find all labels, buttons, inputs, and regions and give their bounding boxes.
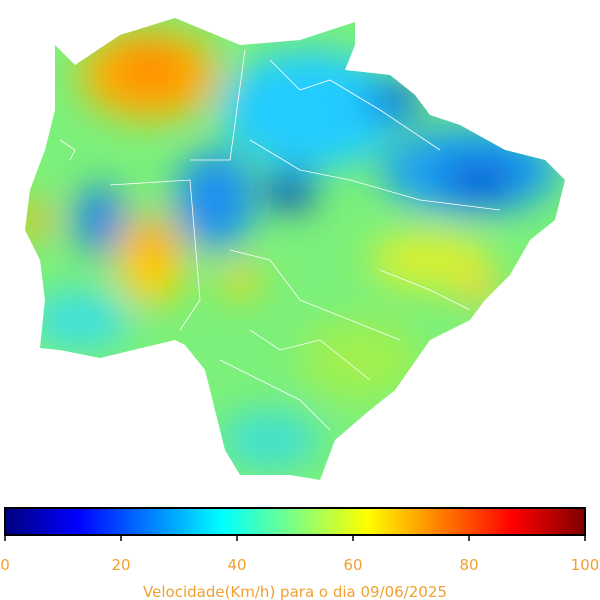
tick-label: 80: [459, 556, 478, 574]
tick-label: 100: [571, 556, 600, 574]
boundaries: [59, 49, 501, 431]
tick-label: 0: [0, 556, 10, 574]
tick-label: 60: [343, 556, 362, 574]
colorbar: [4, 507, 586, 536]
tick-label: 40: [227, 556, 246, 574]
wind-map: [25, 18, 565, 480]
colorbar-label: Velocidade(Km/h) para o dia 09/06/2025: [143, 583, 447, 600]
tick-label: 20: [111, 556, 130, 574]
